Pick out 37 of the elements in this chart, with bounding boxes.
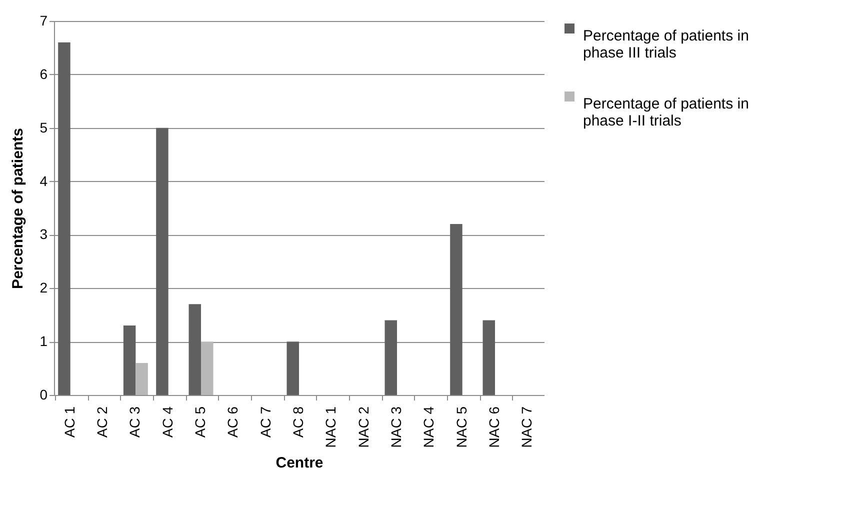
x-tick-label: NAC 7: [518, 406, 535, 448]
y-tick-label: 7: [40, 12, 48, 28]
x-axis-title: Centre: [276, 454, 324, 472]
legend-label: Percentage of patients in phase I-II trials: [583, 96, 749, 130]
bar: [384, 320, 397, 395]
x-tick-label: AC 7: [257, 406, 274, 438]
bar: [201, 342, 214, 395]
x-tick-label: NAC 2: [355, 406, 372, 448]
x-tick-label: AC 5: [192, 406, 208, 438]
x-tick-label: AC 4: [159, 406, 176, 438]
y-tick-label: 5: [40, 119, 48, 136]
bar: [450, 224, 462, 395]
y-tick-label: 3: [40, 226, 48, 242]
x-tick-label: NAC 5: [453, 406, 470, 448]
bar: [188, 304, 201, 395]
bar: [136, 362, 148, 395]
bar: [58, 42, 70, 395]
bar: [482, 320, 495, 395]
x-tick-label: NAC 4: [420, 406, 437, 448]
x-tick-label: AC 2: [94, 406, 110, 438]
y-tick-label: 1: [40, 333, 48, 350]
bar: [123, 326, 136, 395]
x-tick-label: AC 3: [126, 406, 143, 438]
bar: [156, 128, 168, 395]
y-axis-title: Percentage of patients: [10, 128, 27, 289]
x-tick-label: AC 1: [61, 406, 78, 438]
y-tick-label: 6: [40, 66, 48, 82]
x-tick-label: NAC 6: [486, 406, 502, 448]
y-tick-label: 2: [40, 280, 48, 296]
legend-label: Percentage of patients in phase III trials: [583, 28, 749, 62]
x-tick-label: NAC 3: [388, 406, 404, 448]
x-tick-label: NAC 1: [322, 406, 339, 448]
x-tick-label: AC 6: [224, 406, 241, 438]
x-tick-label: AC 8: [290, 406, 306, 438]
bar: [286, 342, 299, 395]
y-tick-label: 4: [40, 172, 48, 189]
y-tick-label: 0: [40, 386, 48, 402]
